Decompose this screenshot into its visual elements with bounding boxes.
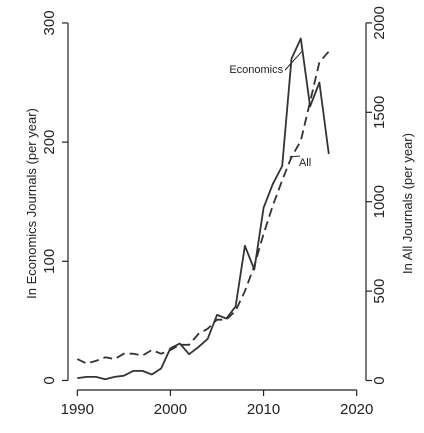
y-left-tick-label: 200 xyxy=(41,130,58,155)
annotation-all-leader xyxy=(289,155,301,158)
y-right-tick-label: 2000 xyxy=(371,6,388,39)
axes-layer xyxy=(62,22,372,396)
y-right-tick-label: 500 xyxy=(371,279,388,304)
series-layer xyxy=(76,37,330,381)
annotation-all: All xyxy=(299,157,311,169)
x-tick-label: 1990 xyxy=(61,401,94,418)
y-left-tick-label: 0 xyxy=(41,376,58,384)
annotation-economics-leader xyxy=(284,51,303,71)
y-right-tick-label: 1000 xyxy=(371,185,388,218)
y-left-tick-label: 100 xyxy=(41,249,58,274)
series-line-all xyxy=(76,50,330,365)
series-line-economics xyxy=(77,37,330,381)
x-tick-label: 2020 xyxy=(340,401,373,418)
y-axis-right-title: In All Journals (per year) xyxy=(400,133,415,274)
y-right-tick-label: 0 xyxy=(371,376,388,384)
y-right-tick-label: 1500 xyxy=(371,96,388,129)
x-tick-label: 2000 xyxy=(154,401,187,418)
x-tick-label: 2010 xyxy=(247,401,280,418)
label-layer: 1990 2000 2010 2020 0 100 200 300 0 500 1000 1500 20… xyxy=(24,6,415,418)
y-axis-left-title: In Economics Journals (per year) xyxy=(24,108,39,299)
annotation-economics: Economics xyxy=(229,64,283,76)
y-left-tick-label: 300 xyxy=(41,10,58,35)
